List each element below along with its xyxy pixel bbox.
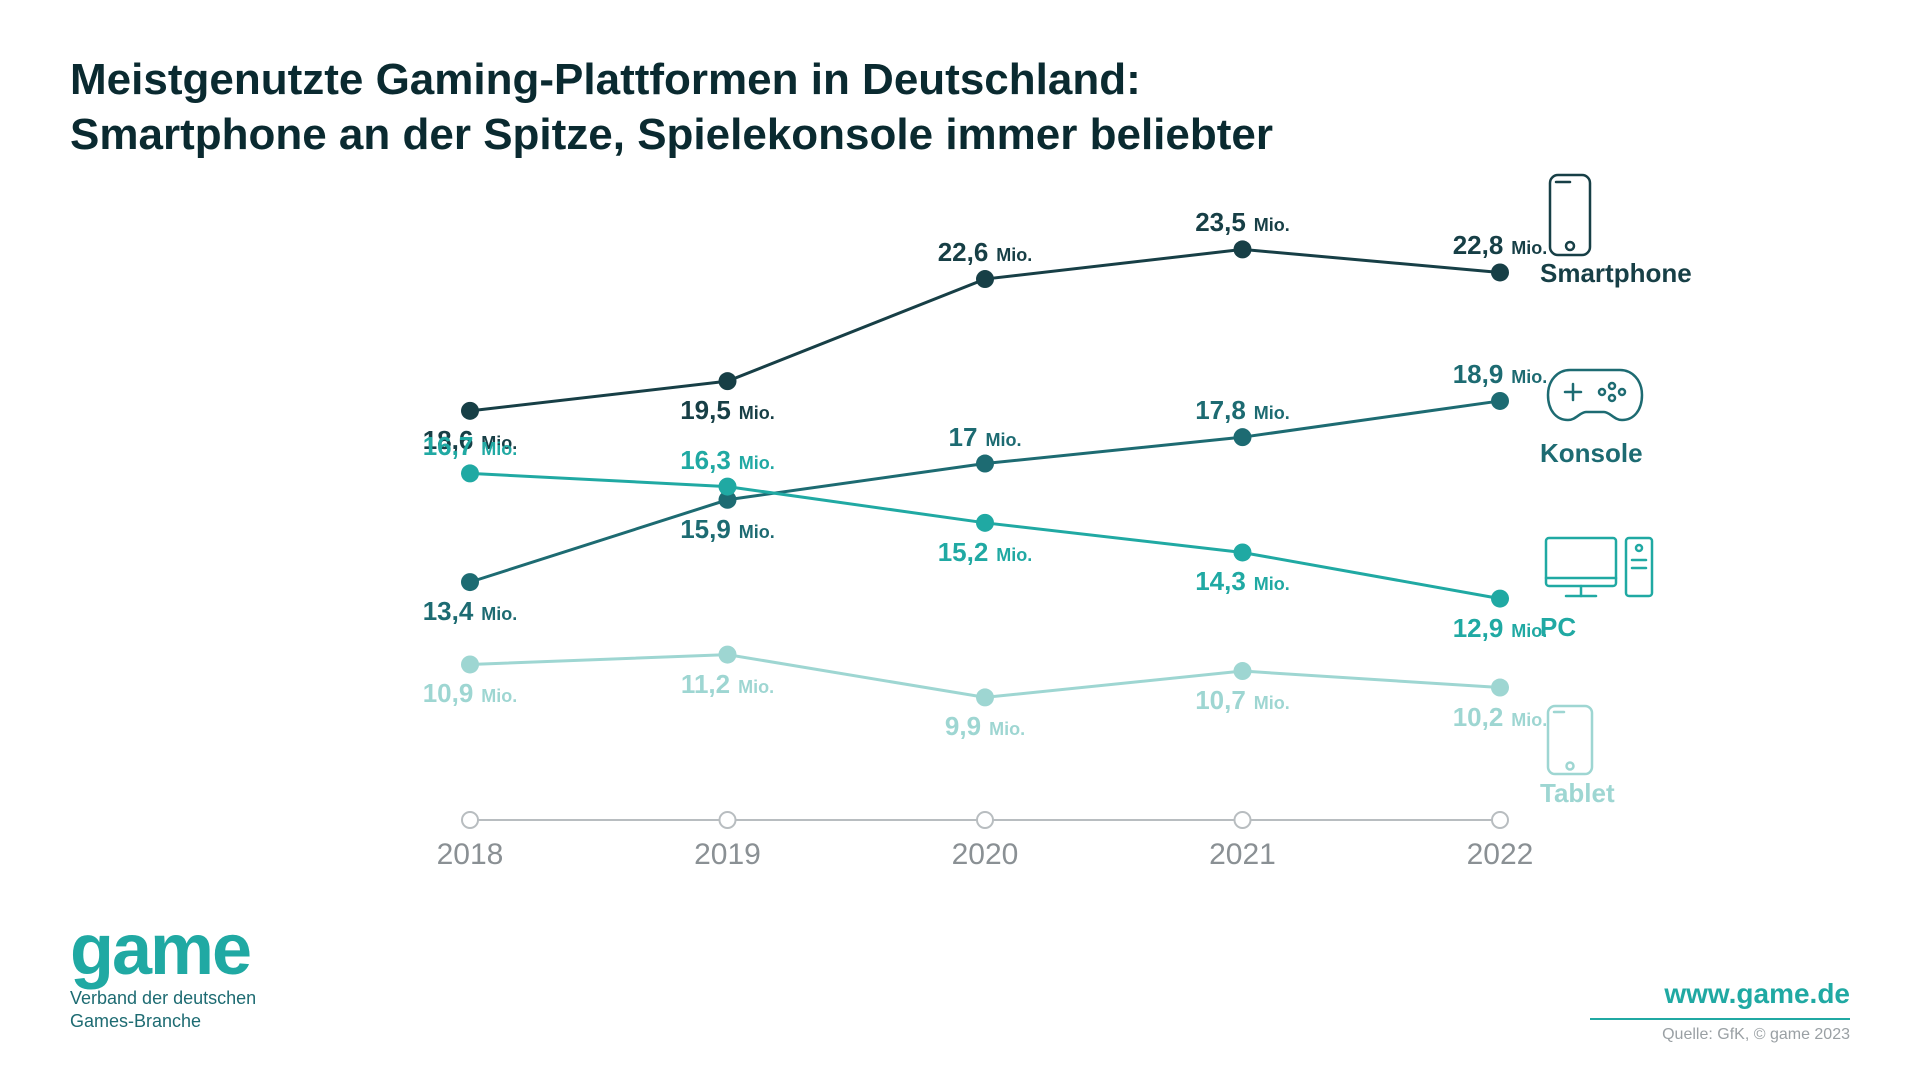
data-label: 9,9 Mio. — [945, 711, 1025, 742]
data-label: 15,9 Mio. — [680, 514, 775, 545]
data-label: 11,2 Mio. — [681, 669, 774, 700]
konsole-legend-icon — [1540, 360, 1650, 435]
data-label: 17,8 Mio. — [1195, 395, 1290, 426]
data-label: 16,3 Mio. — [680, 445, 775, 476]
x-axis-label: 2019 — [694, 838, 761, 872]
x-axis-label: 2018 — [437, 838, 504, 872]
line-chart: 18,6 Mio.19,5 Mio.22,6 Mio.23,5 Mio.22,8… — [470, 200, 1500, 880]
tablet-legend-icon — [1540, 700, 1600, 785]
pc-icon — [1540, 530, 1660, 610]
logo-word: game — [70, 920, 256, 981]
infographic-container: { "title": "Meistgenutzte Gaming-Plattfo… — [0, 0, 1920, 1080]
footer-source: Quelle: GfK, © game 2023 — [1662, 1026, 1850, 1044]
brand-logo: game Verband der deutschen Games-Branche — [70, 920, 256, 1032]
x-axis-label: 2021 — [1209, 838, 1276, 872]
footer-divider — [1590, 1018, 1850, 1020]
x-axis-label: 2020 — [952, 838, 1019, 872]
tablet-icon — [1540, 700, 1600, 780]
data-label: 13,4 Mio. — [423, 596, 518, 627]
data-label: 17 Mio. — [949, 422, 1022, 453]
chart-title: Meistgenutzte Gaming-Plattformen in Deut… — [70, 52, 1273, 162]
data-label: 18,9 Mio. — [1453, 359, 1548, 390]
smartphone-legend-label: Smartphone — [1540, 258, 1692, 289]
data-label: 14,3 Mio. — [1195, 566, 1290, 597]
konsole-legend-label: Konsole — [1540, 438, 1643, 469]
pc-legend-label: PC — [1540, 612, 1576, 643]
smartphone-legend-icon — [1540, 170, 1600, 265]
logo-subtitle: Verband der deutschen Games-Branche — [70, 987, 256, 1032]
x-axis-label: 2022 — [1467, 838, 1534, 872]
data-label: 19,5 Mio. — [680, 395, 775, 426]
data-label: 12,9 Mio. — [1453, 613, 1548, 644]
data-label: 15,2 Mio. — [938, 537, 1033, 568]
pc-legend-icon — [1540, 530, 1660, 615]
footer-url: www.game.de — [1664, 978, 1850, 1010]
data-label: 16,7 Mio. — [423, 431, 518, 462]
data-label: 22,6 Mio. — [938, 237, 1033, 268]
smartphone-icon — [1540, 170, 1600, 260]
data-label: 10,2 Mio. — [1453, 702, 1548, 733]
tablet-legend-label: Tablet — [1540, 778, 1615, 809]
data-label: 10,9 Mio. — [423, 678, 518, 709]
data-label: 23,5 Mio. — [1195, 207, 1290, 238]
data-label: 22,8 Mio. — [1453, 230, 1548, 261]
data-label: 10,7 Mio. — [1195, 685, 1290, 716]
controller-icon — [1540, 360, 1650, 430]
